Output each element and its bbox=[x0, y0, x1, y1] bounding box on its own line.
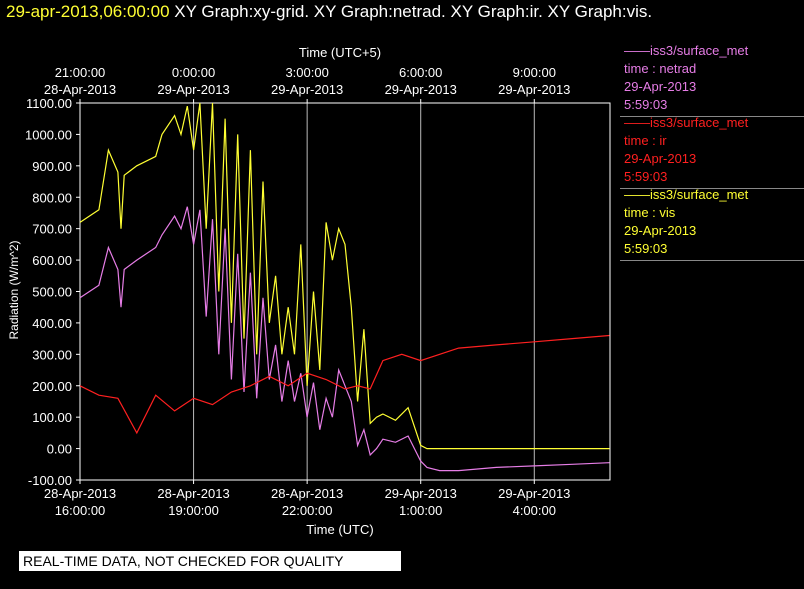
series-line-ir bbox=[79, 334, 610, 435]
x-tick-label-date: 28-Apr-2013 bbox=[44, 486, 116, 501]
legend-source: ——iss3/surface_met bbox=[624, 43, 749, 58]
grid-lines bbox=[193, 103, 535, 480]
top-tick-label-date: 29-Apr-2013 bbox=[498, 82, 570, 97]
y-tick-label: 1100.00 bbox=[26, 96, 72, 111]
y-axis-title: Radiation (W/m^2) bbox=[7, 241, 21, 340]
top-tick-label-time: 21:00:00 bbox=[55, 65, 106, 80]
y-tick-label: 200.00 bbox=[32, 379, 72, 394]
top-tick-label-date: 28-Apr-2013 bbox=[44, 82, 116, 97]
legend-date: 29-Apr-2013 bbox=[624, 151, 697, 166]
top-tick-label-time: 6:00:00 bbox=[399, 65, 442, 80]
plot-border bbox=[79, 102, 611, 481]
x-tick-label-date: 28-Apr-2013 bbox=[157, 486, 229, 501]
legend-source: ——iss3/surface_met bbox=[624, 187, 749, 202]
y-tick-label: 600.00 bbox=[32, 253, 72, 268]
x-tick-label-time: 1:00:00 bbox=[399, 503, 442, 518]
x-tick-label-time: 22:00:00 bbox=[282, 503, 333, 518]
legend-time: 5:59:03 bbox=[624, 97, 668, 112]
y-tick-label: 500.00 bbox=[32, 285, 72, 300]
legend-divider bbox=[620, 116, 804, 117]
series-layer bbox=[79, 102, 610, 472]
y-tick-label: 100.00 bbox=[32, 410, 72, 425]
x-tick-label-date: 29-Apr-2013 bbox=[498, 486, 570, 501]
graph-title-bar: 29-apr-2013,06:00:00 XY Graph:xy-grid. X… bbox=[6, 2, 652, 22]
top-tick-label-date: 29-Apr-2013 bbox=[385, 82, 457, 97]
x-tick-label-date: 29-Apr-2013 bbox=[385, 486, 457, 501]
legend-date: 29-Apr-2013 bbox=[624, 79, 697, 94]
top-tick-label-date: 29-Apr-2013 bbox=[271, 82, 343, 97]
title-timestamp: 29-apr-2013,06:00:00 bbox=[6, 2, 170, 21]
legend-time: 5:59:03 bbox=[624, 241, 668, 256]
legend-source: ——iss3/surface_met bbox=[624, 115, 749, 130]
y-tick-label: 0.00 bbox=[47, 442, 72, 457]
legend-var: time : netrad bbox=[624, 61, 697, 76]
x-tick-label-time: 4:00:00 bbox=[513, 503, 556, 518]
legend-var: time : ir bbox=[624, 133, 667, 148]
bottom-tick-labels: 28-Apr-2013 16:00:00 28-Apr-2013 19:00:00 28… bbox=[44, 480, 570, 518]
top-tick-label-time: 3:00:00 bbox=[285, 65, 328, 80]
y-tick-label: 1000.00 bbox=[25, 127, 72, 142]
y-tick-label: 700.00 bbox=[32, 222, 72, 237]
legend-date: 29-Apr-2013 bbox=[624, 223, 697, 238]
y-tick-label: 400.00 bbox=[32, 316, 72, 331]
y-tick-label: -100.00 bbox=[28, 473, 72, 488]
legend-divider bbox=[620, 188, 804, 189]
top-tick-label-date: 29-Apr-2013 bbox=[157, 82, 229, 97]
title-graph-list: XY Graph:xy-grid. XY Graph:netrad. XY Gr… bbox=[174, 2, 653, 21]
legend-time: 5:59:03 bbox=[624, 169, 668, 184]
series-line-netrad bbox=[79, 206, 610, 472]
top-axis-title: Time (UTC+5) bbox=[299, 45, 381, 60]
y-tick-labels: 1100.00 1000.00 900.00 800.00 700.00 600.00 50… bbox=[25, 96, 80, 488]
legend-var: time : vis bbox=[624, 205, 676, 220]
top-tick-label-time: 0:00:00 bbox=[172, 65, 215, 80]
y-tick-label: 300.00 bbox=[32, 347, 72, 362]
top-tick-label-time: 9:00:00 bbox=[513, 65, 556, 80]
top-tick-labels: 21:00:00 28-Apr-2013 0:00:00 29-Apr-2013 3:0… bbox=[44, 65, 570, 103]
quality-notice: REAL-TIME DATA, NOT CHECKED FOR QUALITY bbox=[19, 551, 401, 571]
y-tick-label: 900.00 bbox=[32, 159, 72, 174]
series-line-vis bbox=[79, 102, 610, 450]
y-tick-label: 800.00 bbox=[32, 190, 72, 205]
x-tick-label-time: 16:00:00 bbox=[55, 503, 106, 518]
plot-frame bbox=[79, 102, 611, 481]
x-axis-title: Time (UTC) bbox=[306, 522, 373, 537]
x-tick-label-time: 19:00:00 bbox=[168, 503, 219, 518]
legend-divider bbox=[620, 260, 804, 261]
x-tick-label-date: 28-Apr-2013 bbox=[271, 486, 343, 501]
